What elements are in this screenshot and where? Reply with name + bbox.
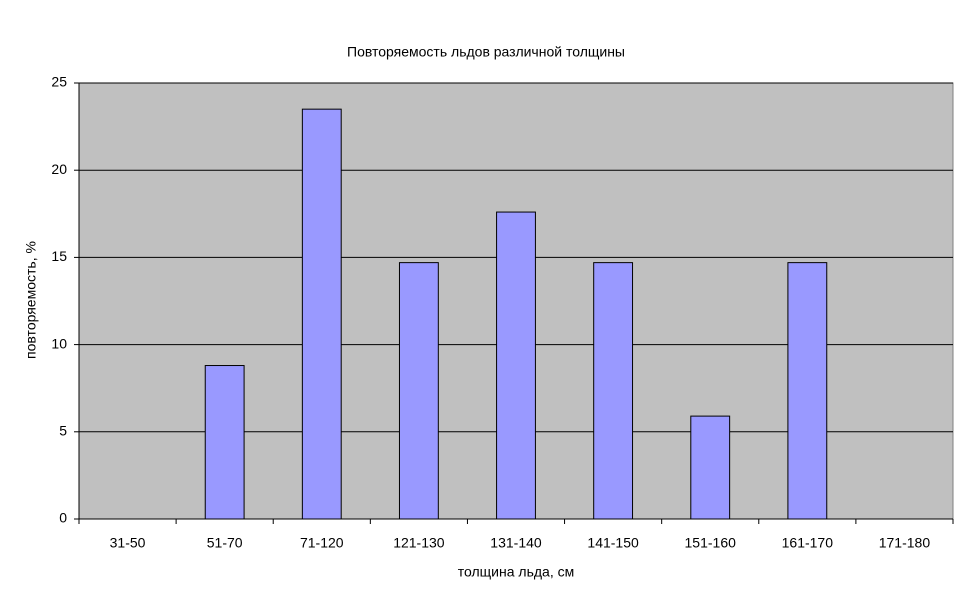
y-tick-label: 25 — [51, 74, 67, 90]
y-tick-label: 15 — [51, 248, 67, 264]
x-tick-label: 131-140 — [490, 535, 542, 551]
bar — [787, 262, 828, 520]
y-axis-label: повторяемость, % — [23, 241, 39, 359]
y-tick-label: 5 — [59, 423, 67, 439]
bar — [496, 211, 536, 520]
x-tick-label: 141-150 — [587, 535, 639, 551]
x-tick-label: 151-160 — [685, 535, 737, 551]
bar — [204, 365, 245, 520]
x-tick-label: 51-70 — [207, 535, 243, 551]
y-tick-label: 10 — [51, 335, 67, 351]
x-tick-label: 31-50 — [110, 535, 146, 551]
y-tick-label: 20 — [51, 161, 67, 177]
x-tick-label: 171-180 — [879, 535, 931, 551]
x-tick-label: 71-120 — [300, 535, 344, 551]
bar — [593, 262, 634, 520]
bar — [301, 108, 342, 520]
x-tick-label: 121-130 — [393, 535, 445, 551]
chart-title: Повторяемость льдов различной толщины — [347, 44, 625, 60]
x-tick-label: 161-170 — [782, 535, 834, 551]
x-axis-label: толщина льда, см — [458, 564, 574, 580]
bar — [690, 415, 731, 520]
y-tick-label: 0 — [59, 510, 67, 526]
bar — [398, 262, 439, 520]
